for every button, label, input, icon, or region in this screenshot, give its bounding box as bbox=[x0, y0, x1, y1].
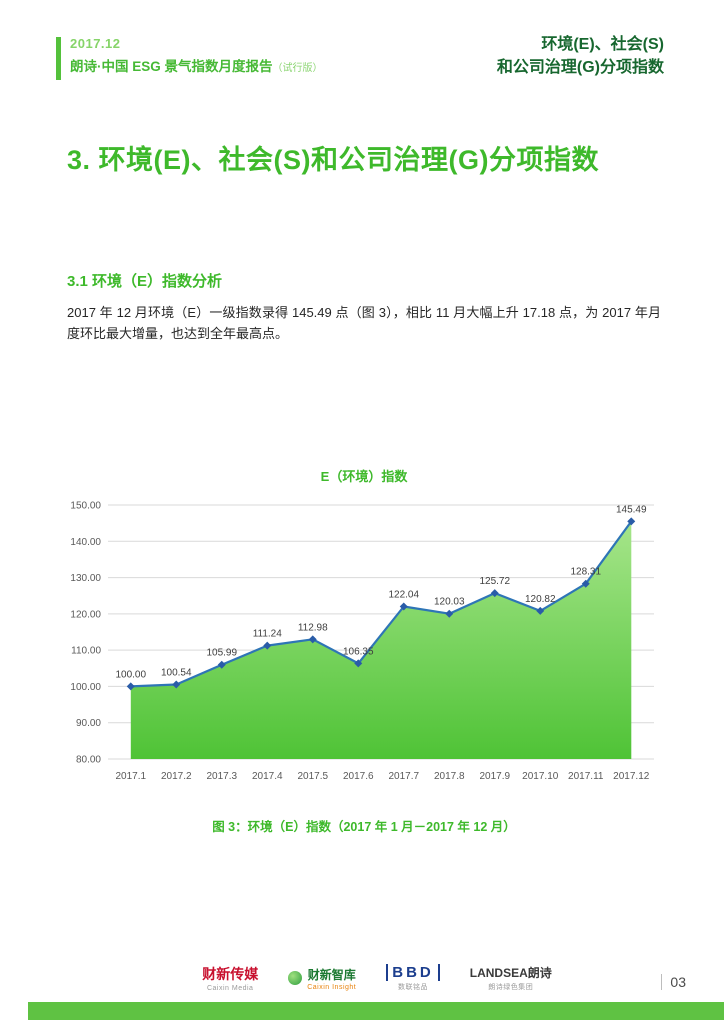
caixin-logo-text: 财新传媒 bbox=[202, 966, 259, 982]
svg-text:112.98: 112.98 bbox=[298, 622, 328, 633]
report-title-suffix: （试行版） bbox=[272, 63, 323, 74]
header-accent-bar bbox=[56, 37, 61, 80]
svg-text:125.72: 125.72 bbox=[479, 576, 510, 587]
svg-text:105.99: 105.99 bbox=[206, 648, 237, 659]
svg-text:80.00: 80.00 bbox=[76, 755, 101, 766]
chart-markers bbox=[126, 517, 636, 691]
svg-text:2017.7: 2017.7 bbox=[388, 771, 419, 782]
svg-text:120.82: 120.82 bbox=[525, 594, 556, 605]
svg-text:140.00: 140.00 bbox=[70, 537, 101, 548]
insight-logo-subtext: Caixin Insight bbox=[307, 983, 357, 991]
chart-x-axis-labels: 2017.1 2017.2 2017.3 2017.4 2017.5 2017.6 2017… bbox=[115, 771, 649, 782]
svg-text:120.03: 120.03 bbox=[434, 597, 465, 608]
logo-caixin-insight: 财新智库 Caixin Insight bbox=[288, 966, 356, 991]
caixin-logo-subtext: Caixin Media bbox=[206, 985, 254, 992]
report-date: 2017.12 bbox=[70, 36, 121, 51]
svg-text:90.00: 90.00 bbox=[76, 718, 101, 729]
svg-text:100.54: 100.54 bbox=[161, 667, 192, 678]
svg-text:2017.2: 2017.2 bbox=[161, 771, 192, 782]
env-index-chart: 80.00 90.00 100.00 110.00 120.00 130.00 140.00… bbox=[70, 501, 654, 782]
svg-text:100.00: 100.00 bbox=[70, 682, 101, 693]
bbd-logo-subtext: 数联铭品 bbox=[398, 984, 428, 991]
landsea-logo-subtext: 朗诗绿色集团 bbox=[488, 984, 534, 991]
logo-bbd: BBD 数联铭品 bbox=[386, 964, 440, 992]
svg-text:2017.12: 2017.12 bbox=[613, 771, 650, 782]
svg-text:150.00: 150.00 bbox=[70, 501, 101, 512]
page-number-value: 03 bbox=[670, 974, 686, 990]
svg-text:2017.10: 2017.10 bbox=[522, 771, 559, 782]
svg-text:2017.4: 2017.4 bbox=[252, 771, 283, 782]
chapter-header-line1: 环境(E)、社会(S) bbox=[541, 36, 664, 53]
logo-caixin-media: 财新传媒 Caixin Media bbox=[202, 964, 258, 992]
chapter-header: 环境(E)、社会(S) 和公司治理(G)分项指数 bbox=[497, 33, 664, 79]
footer-bar bbox=[28, 1002, 724, 1020]
svg-text:111.24: 111.24 bbox=[253, 629, 283, 640]
page-number-divider bbox=[661, 974, 663, 990]
svg-text:122.04: 122.04 bbox=[388, 589, 419, 600]
svg-text:2017.1: 2017.1 bbox=[115, 771, 146, 782]
chart-title: E（环境）指数 bbox=[320, 469, 408, 484]
page-number: 03 bbox=[661, 974, 686, 990]
insight-logo-text: 财新智库 bbox=[307, 967, 356, 982]
subsection-heading: 3.1 环境（E）指数分析 bbox=[67, 273, 223, 290]
footer-logos: 财新传媒 Caixin Media 财新智库 Caixin Insight BB… bbox=[150, 964, 604, 992]
svg-text:110.00: 110.00 bbox=[71, 646, 101, 657]
svg-text:145.49: 145.49 bbox=[616, 504, 647, 515]
svg-text:120.00: 120.00 bbox=[70, 609, 101, 620]
report-title-text: 朗诗·中国 ESG 景气指数月度报告 bbox=[70, 59, 273, 74]
landsea-logo-text: LANDSEA朗诗 bbox=[469, 966, 552, 980]
chart-value-labels: 100.00 100.54 105.99 111.24 112.98 106.35 122.… bbox=[115, 504, 647, 680]
figure-caption: 图 3：环境（E）指数（2017 年 1 月－2017 年 12 月） bbox=[212, 820, 516, 834]
svg-text:128.31: 128.31 bbox=[570, 567, 601, 578]
svg-text:106.35: 106.35 bbox=[343, 646, 374, 657]
svg-text:130.00: 130.00 bbox=[70, 573, 101, 584]
svg-text:2017.8: 2017.8 bbox=[434, 771, 465, 782]
bbd-logo-text: BBD bbox=[386, 964, 440, 981]
report-header: 2017.12 朗诗·中国 ESG 景气指数月度报告（试行版） bbox=[70, 36, 323, 75]
svg-text:2017.9: 2017.9 bbox=[479, 771, 510, 782]
body-paragraph: 2017 年 12 月环境（E）一级指数录得 145.49 点（图 3），相比 … bbox=[67, 305, 661, 341]
section-title: 3. 环境(E)、社会(S)和公司治理(G)分项指数 bbox=[67, 145, 599, 175]
chart-line bbox=[130, 520, 633, 688]
logo-landsea: LANDSEA朗诗 朗诗绿色集团 bbox=[470, 964, 552, 992]
chapter-header-line2: 和公司治理(G)分项指数 bbox=[496, 59, 664, 76]
chart-area bbox=[130, 521, 632, 759]
chart-y-axis-labels: 80.00 90.00 100.00 110.00 120.00 130.00 140.00… bbox=[70, 501, 101, 766]
figure-3: E（环境）指数 80.00 90.00 100.00 110.00 120.00 130.… bbox=[58, 466, 670, 835]
leaf-icon bbox=[288, 971, 303, 985]
report-title: 朗诗·中国 ESG 景气指数月度报告（试行版） bbox=[70, 55, 323, 75]
svg-text:2017.3: 2017.3 bbox=[206, 771, 237, 782]
svg-text:2017.5: 2017.5 bbox=[297, 771, 328, 782]
svg-text:2017.11: 2017.11 bbox=[568, 771, 604, 782]
svg-text:2017.6: 2017.6 bbox=[343, 771, 374, 782]
svg-text:100.00: 100.00 bbox=[115, 669, 146, 680]
